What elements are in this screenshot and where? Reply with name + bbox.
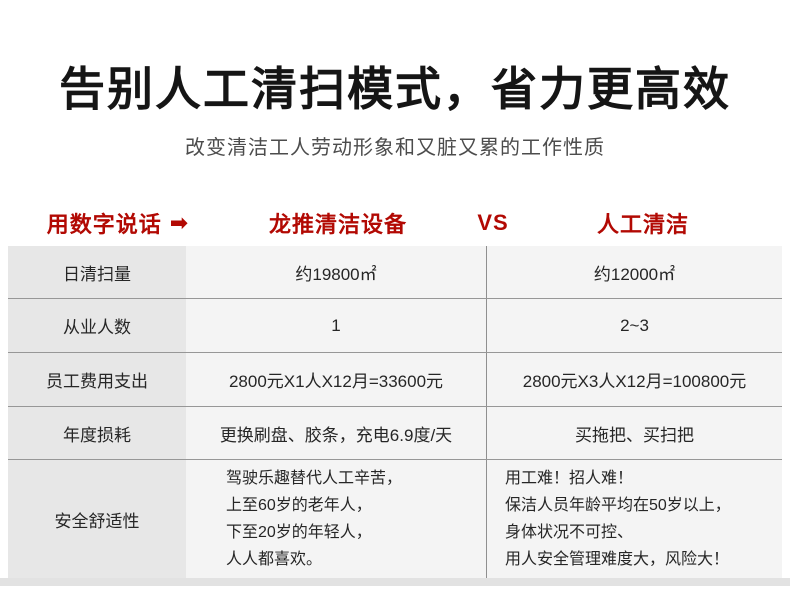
- manual-cell-line: 用人安全管理难度大，风险大！: [505, 551, 730, 568]
- table-row-safety-comfort: 安全舒适性 驾驶乐趣替代人工辛苦， 上至60岁的老年人， 下至20岁的年轻人， …: [8, 460, 782, 578]
- bottom-divider-strip: [0, 578, 790, 586]
- equipment-cell: 驾驶乐趣替代人工辛苦， 上至60岁的老年人， 下至20岁的年轻人， 人人都喜欢。: [186, 460, 486, 578]
- row-label: 从业人数: [8, 299, 186, 352]
- row-label: 日清扫量: [8, 246, 186, 298]
- equipment-cell-line: 上至60岁的老年人，: [226, 497, 372, 514]
- manual-cell-line: 保洁人员年龄平均在50岁以上，: [505, 497, 731, 514]
- page-subtitle: 改变清洁工人劳动形象和又脏又累的工作性质: [185, 137, 605, 159]
- equipment-column-title: 龙推清洁设备: [268, 212, 407, 237]
- comparison-header-label-text: 用数字说话: [46, 212, 162, 237]
- equipment-cell: 2800元X1人X12月=33600元: [186, 353, 486, 406]
- manual-cell-line: 用工难！招人难！: [505, 470, 634, 487]
- arrow-right-icon: ➡: [169, 210, 190, 235]
- equipment-cell-line: 下至20岁的年轻人，: [226, 524, 372, 541]
- vs-label: VS: [477, 210, 509, 235]
- equipment-cell-line: 人人都喜欢。: [226, 551, 323, 568]
- table-row-annual-wear: 年度损耗 更换刷盘、胶条，充电6.9度/天 买拖把、买扫把: [8, 407, 782, 460]
- manual-cell: 2800元X3人X12月=100800元: [486, 353, 782, 406]
- manual-cell: 2~3: [486, 299, 782, 352]
- manual-cell-line: 身体状况不可控、: [505, 524, 634, 541]
- equipment-cell-line: 驾驶乐趣替代人工辛苦，: [226, 470, 403, 487]
- comparison-header: 用数字说话 ➡ 龙推清洁设备 VS 人工清洁: [0, 200, 790, 246]
- table-row-daily-area: 日清扫量 约19800㎡ 约12000㎡: [8, 246, 782, 299]
- row-label: 安全舒适性: [8, 460, 186, 578]
- row-label: 员工费用支出: [8, 353, 186, 406]
- equipment-cell: 约19800㎡: [186, 246, 486, 298]
- manual-cell: 用工难！招人难！ 保洁人员年龄平均在50岁以上， 身体状况不可控、 用人安全管理…: [486, 460, 782, 578]
- comparison-header-label: 用数字说话 ➡: [8, 200, 228, 246]
- table-row-staff-cost: 员工费用支出 2800元X1人X12月=33600元 2800元X3人X12月=…: [8, 353, 782, 407]
- page-title: 告别人工清扫模式，省力更高效: [59, 63, 731, 115]
- comparison-table: 日清扫量 约19800㎡ 约12000㎡ 从业人数 1 2~3 员工费用支出 2…: [8, 246, 782, 578]
- manual-cell: 约12000㎡: [486, 246, 782, 298]
- manual-column-title: 人工清洁: [596, 212, 689, 237]
- equipment-cell: 1: [186, 299, 486, 352]
- manual-cell: 买拖把、买扫把: [486, 407, 782, 459]
- equipment-cell: 更换刷盘、胶条，充电6.9度/天: [186, 407, 486, 459]
- table-row-workers: 从业人数 1 2~3: [8, 299, 782, 353]
- row-label: 年度损耗: [8, 407, 186, 459]
